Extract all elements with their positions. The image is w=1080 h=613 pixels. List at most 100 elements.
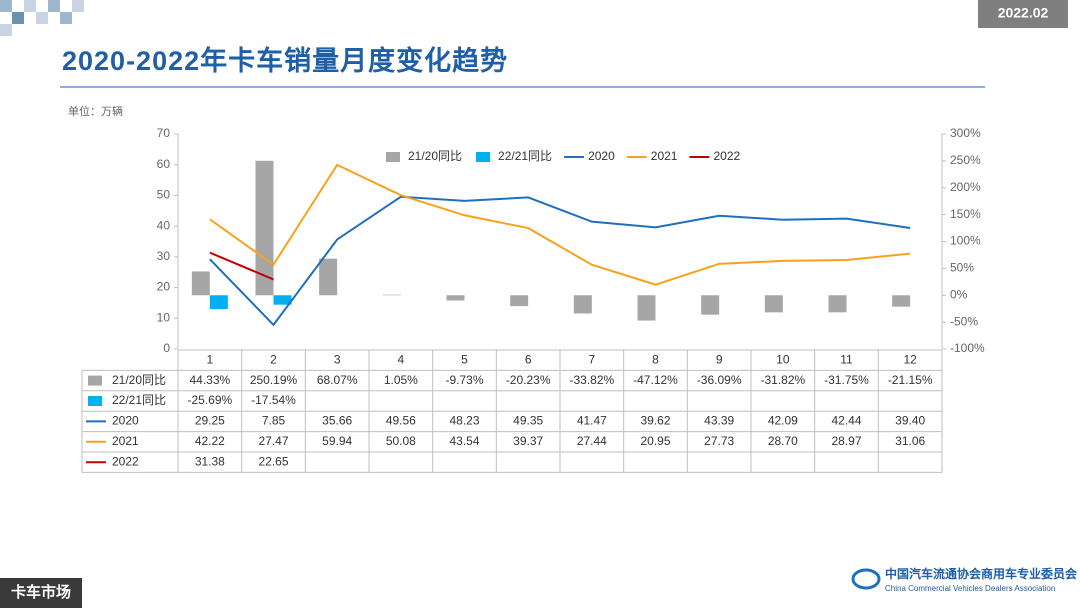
badge-bg [978,0,1068,28]
table-cell: -31.82% [760,373,805,387]
table-cell: 42.44 [831,414,861,428]
table-cell: 43.39 [704,414,734,428]
x-tick-label: 5 [461,352,468,366]
table-cell: 7.85 [262,414,286,428]
y-tick-label: 10 [157,310,171,324]
y2-tick-label: 0% [950,287,968,301]
table-cell: -21.15% [888,373,933,387]
line-series [209,163,911,286]
y-tick-label: 20 [157,280,171,294]
y2-tick-label: -50% [950,314,978,328]
y2-tick-label: 250% [950,153,981,167]
table-cell: 48.23 [449,414,479,428]
table-series-name: 21/20同比 [112,373,166,387]
x-tick-label: 12 [903,352,917,366]
table-cell: -17.54% [251,393,296,407]
x-tick-label: 4 [397,352,404,366]
bar [701,295,720,315]
table-cell: 42.09 [768,414,798,428]
table-cell: -25.69% [187,393,232,407]
table-cell: -31.75% [824,373,869,387]
table-cell: 42.22 [195,434,225,448]
table-cell: 39.37 [513,434,543,448]
x-tick-label: 7 [588,352,595,366]
table-cell: 39.40 [895,414,925,428]
y-tick-label: 50 [157,188,171,202]
table-cell: 27.47 [258,434,288,448]
footer-org-en: China Commercial Vehicles Dealers Associ… [885,584,1055,593]
y2-tick-label: 300% [950,126,981,140]
y2-tick-label: -100% [950,341,985,355]
table-cell: 43.54 [449,434,479,448]
y-tick-label: 0 [163,341,170,355]
bar [446,295,465,301]
table-cell: 68.07% [317,373,358,387]
x-tick-label: 2 [270,352,277,366]
table-cell: 39.62 [640,414,670,428]
y-tick-label: 30 [157,249,171,263]
page-title: 2020-2022年卡车销量月度变化趋势 [62,45,508,76]
bar [764,295,783,313]
table-cell: 35.66 [322,414,352,428]
logo-mark [851,568,881,590]
table-cell: 49.35 [513,414,543,428]
y-tick-label: 40 [157,218,171,232]
table-cell: 28.70 [768,434,798,448]
unit-label: 单位：万辆 [68,104,123,118]
chart: 0 10 20 30 40 50 60 70 -100% -50% 0% 50% 100% 150% 200… [81,126,985,473]
table-cell: 50.08 [386,434,416,448]
corner-pattern [0,0,84,36]
footer-org: 中国汽车流通协会商用车专业委员会 [885,566,1078,581]
table-series-name: 2022 [112,454,139,468]
y2-tick-label: 50% [950,261,974,275]
bar [191,271,210,296]
table-cell: 22.65 [258,454,288,468]
table-swatch [88,396,102,406]
bar [892,295,911,307]
bar [637,295,656,321]
table-cell: 20.95 [640,434,670,448]
legend-label: 2022 [713,149,740,163]
x-tick-label: 8 [652,352,659,366]
table-cell: -20.23% [506,373,551,387]
table-cell: 49.56 [386,414,416,428]
line-series [209,251,274,281]
x-tick-label: 10 [776,352,790,366]
table-series-name: 22/21同比 [112,393,166,407]
legend-label: 22/21同比 [498,149,552,163]
x-tick-label: 3 [334,352,341,366]
bar [319,258,338,296]
bar [828,295,847,313]
legend-label: 2020 [588,149,615,163]
legend-swatch [386,152,400,162]
legend-label: 2021 [651,149,678,163]
bar [273,295,292,305]
y-tick-label: 70 [157,126,171,140]
footer-section: 卡车市场 [11,583,71,601]
badge: 2022.02 [998,5,1049,21]
table-cell: -33.82% [569,373,614,387]
table-cell: 31.38 [195,454,225,468]
table-cell: 28.97 [831,434,861,448]
table-cell: 31.06 [895,434,925,448]
footer-bg [0,578,82,608]
legend-label: 21/20同比 [408,149,462,163]
table-series-name: 2020 [112,414,139,428]
y-tick-label: 60 [157,157,171,171]
table-cell: -9.73% [445,373,483,387]
legend-swatch [476,152,491,162]
y2-tick-label: 150% [950,207,981,221]
bar [573,295,592,314]
x-tick-label: 9 [716,352,723,366]
table-series-name: 2021 [112,434,139,448]
bar [382,294,401,296]
table-cell: 29.25 [195,414,225,428]
table-cell: 1.05% [384,373,418,387]
bar [510,295,529,307]
table-cell: 41.47 [577,414,607,428]
table-cell: 27.73 [704,434,734,448]
x-tick-label: 6 [525,352,532,366]
y2-tick-label: 100% [950,234,981,248]
table-swatch [88,375,102,386]
